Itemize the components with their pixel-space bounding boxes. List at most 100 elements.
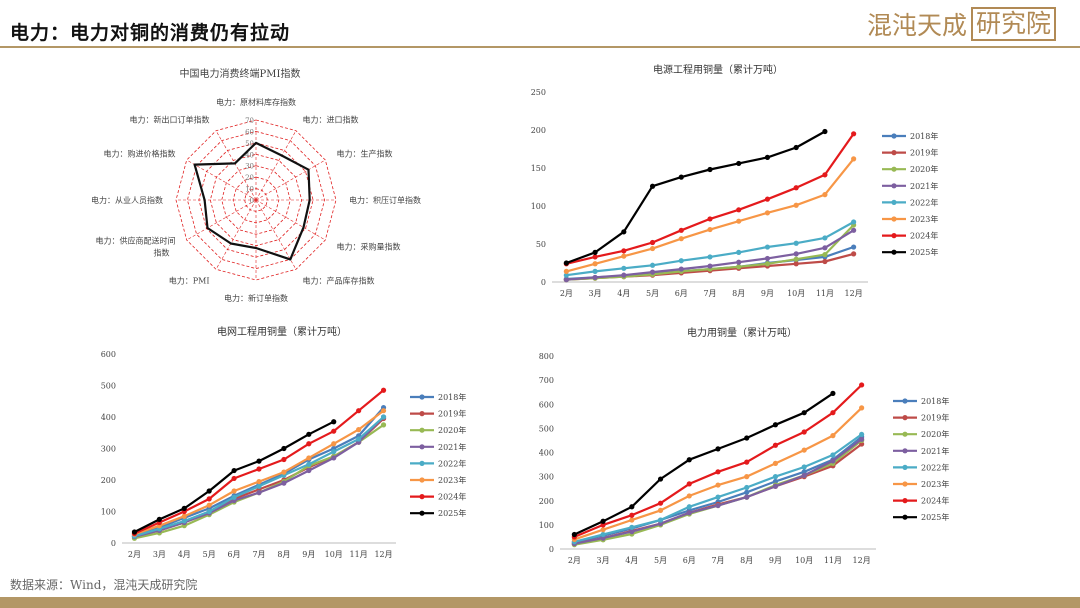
radar-grid-ring: [175, 119, 337, 281]
data-point: [256, 478, 262, 485]
data-point: [231, 494, 237, 500]
logo-boxed-text: 研究院: [970, 7, 1056, 41]
legend-marker: [891, 133, 897, 139]
radar-point: [193, 163, 196, 166]
data-point: [830, 458, 836, 464]
data-point: [678, 236, 684, 242]
data-point: [686, 481, 692, 487]
data-point: [801, 464, 807, 470]
data-point: [592, 249, 598, 255]
data-point: [356, 408, 362, 414]
data-point: [772, 478, 779, 485]
radar-axis-label: 电力：购进价格指数: [103, 149, 175, 159]
data-point: [281, 469, 287, 475]
data-point: [764, 244, 771, 250]
data-point: [649, 183, 656, 189]
legend-label: 2023年: [910, 214, 938, 224]
data-point: [600, 522, 606, 528]
data-point: [764, 154, 771, 160]
radar-spoke: [215, 130, 257, 201]
data-point: [181, 513, 187, 519]
series-line: [574, 439, 863, 546]
y-tick-label: 150: [531, 164, 546, 173]
data-point: [331, 441, 337, 447]
data-point: [772, 422, 779, 428]
x-tick-label: 8月: [732, 289, 745, 298]
logo-text: 混沌天成: [866, 11, 967, 40]
data-point: [600, 531, 606, 538]
y-tick-label: 400: [101, 413, 116, 422]
data-point: [744, 494, 750, 500]
x-tick-label: 3月: [589, 289, 602, 298]
radar-axis-label: 电力：采购量指数: [337, 242, 401, 252]
chart-title: 电网工程用铜量（累计万吨）: [217, 325, 347, 338]
data-point: [657, 521, 664, 527]
data-point: [181, 518, 187, 524]
data-point: [686, 493, 692, 499]
x-tick-label: 3月: [153, 550, 166, 559]
data-point: [764, 261, 771, 267]
legend-marker: [902, 398, 908, 404]
radar-chart-pmi: 中国电力消费终端PMI指数 0 10 20 30 40 50 60 70 电力：原材料库存指数电力…: [91, 67, 421, 303]
y-tick-label: 500: [101, 382, 116, 391]
radar-spoke: [255, 199, 326, 241]
x-tick-label: 4月: [617, 289, 630, 298]
data-point: [859, 436, 865, 442]
legend-marker: [902, 514, 908, 520]
series-line: [574, 438, 863, 545]
legend-marker: [419, 444, 425, 450]
legend-marker: [419, 411, 425, 417]
data-point: [621, 229, 627, 235]
data-point: [830, 452, 836, 458]
data-point: [830, 390, 836, 396]
legend-marker: [891, 183, 897, 189]
x-tick-label: 12月: [845, 289, 863, 298]
data-point: [772, 442, 779, 448]
x-tick-label: 5月: [654, 556, 667, 565]
data-point: [851, 251, 857, 257]
data-point: [206, 496, 212, 502]
data-point: [707, 254, 713, 260]
data-point: [793, 240, 799, 246]
legend-label: 2019年: [438, 409, 466, 419]
data-point: [764, 255, 771, 262]
legend-label: 2025年: [910, 247, 938, 257]
legend-label: 2024年: [921, 496, 949, 506]
radar-point: [302, 226, 305, 229]
data-point: [592, 268, 598, 274]
data-point: [801, 429, 807, 435]
data-point: [736, 218, 742, 224]
data-point: [629, 517, 635, 523]
data-point: [256, 466, 262, 472]
data-point: [822, 128, 828, 135]
radar-axis-label: 电力：原材料库存指数: [216, 97, 296, 107]
data-point: [686, 504, 692, 510]
x-tick-label: 10月: [325, 550, 343, 559]
data-point: [331, 428, 337, 434]
x-tick-label: 4月: [625, 556, 638, 565]
radar-point: [229, 242, 232, 245]
radar-spoke: [186, 159, 257, 201]
data-point: [621, 272, 627, 278]
data-point: [563, 272, 569, 278]
radar-tick-label: 0: [250, 197, 254, 205]
data-point: [859, 405, 865, 411]
legend-label: 2021年: [910, 181, 938, 191]
data-point: [206, 508, 212, 515]
legend-label: 2022年: [438, 458, 466, 468]
legend-label: 2021年: [921, 446, 949, 456]
series-line: [566, 130, 826, 265]
radar-point: [255, 141, 257, 144]
data-point: [621, 253, 627, 259]
data-point: [649, 245, 656, 252]
data-point: [736, 249, 742, 255]
data-point: [801, 410, 807, 416]
data-point: [859, 382, 865, 388]
legend-label: 2018年: [921, 396, 949, 406]
radar-tick-label: 70: [245, 117, 254, 125]
radar-tick-label: 50: [245, 140, 254, 148]
y-tick-label: 50: [536, 240, 546, 249]
data-point: [380, 408, 387, 414]
legend-marker: [891, 233, 897, 239]
line-chart-power-source: 电源工程用铜量（累计万吨） 0 50 100 150 200 250 2月 3月 4月 5月 6月 7月…: [531, 63, 939, 298]
